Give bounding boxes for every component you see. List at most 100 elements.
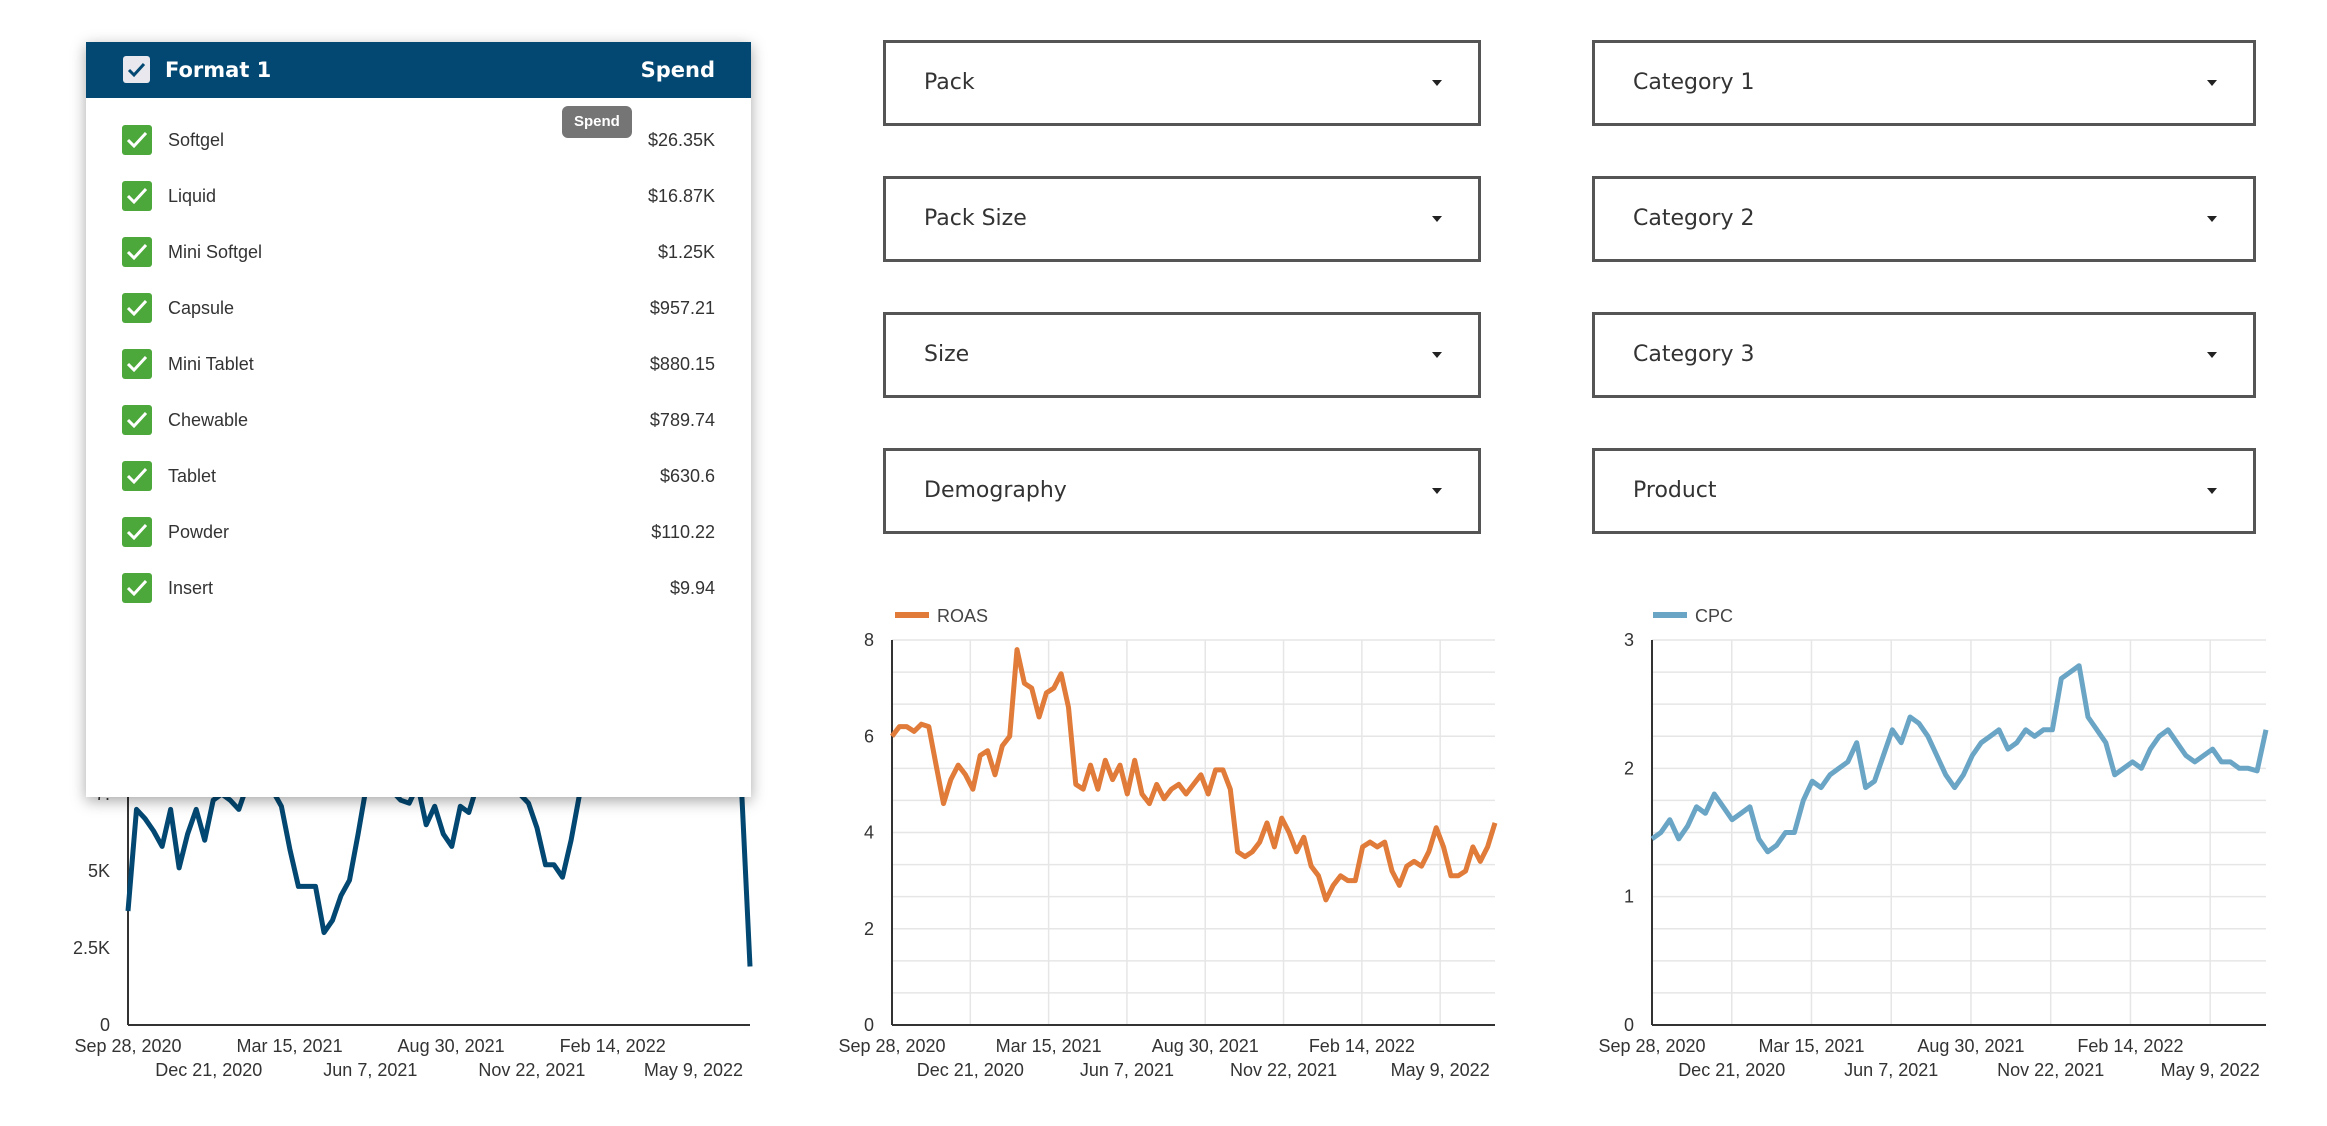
item-label: Chewable xyxy=(168,410,249,430)
product-filter-dropdown[interactable]: Product xyxy=(1592,448,2256,534)
category2-filter-label: Category 2 xyxy=(1633,206,1755,231)
x-tick-label: Mar 15, 2021 xyxy=(237,1036,343,1056)
y-tick-label: 0 xyxy=(864,1015,874,1035)
legend-label: CPC xyxy=(1695,606,1733,626)
y-tick-label: 0 xyxy=(100,1015,110,1035)
check-icon xyxy=(126,579,148,597)
item-checkbox[interactable] xyxy=(122,461,152,491)
format-item-powder[interactable]: Powder $110.22 xyxy=(86,504,751,560)
demography-filter-label: Demography xyxy=(924,478,1067,503)
y-tick-label: 2.5K xyxy=(73,938,110,958)
item-label: Mini Softgel xyxy=(168,242,263,262)
legend-label: ROAS xyxy=(937,606,988,626)
format-item-softgel[interactable]: Softgel $26.35K xyxy=(86,112,751,168)
format-filter-popup: Format 1 Spend Softgel $26.35K Liquid $1… xyxy=(86,42,751,797)
x-tick-label: Aug 30, 2021 xyxy=(398,1036,505,1056)
check-icon xyxy=(126,523,148,541)
check-icon xyxy=(126,299,148,317)
category1-filter-dropdown[interactable]: Category 1 xyxy=(1592,40,2256,126)
item-spend-value: $110.22 xyxy=(651,522,715,542)
y-tick-label: 8 xyxy=(864,630,874,650)
spend-tooltip: Spend xyxy=(562,106,632,138)
chevron-down-icon xyxy=(2207,488,2217,494)
size-filter-label: Size xyxy=(924,342,970,367)
category2-filter-dropdown[interactable]: Category 2 xyxy=(1592,176,2256,262)
pack-filter-label: Pack xyxy=(924,70,975,95)
item-label: Capsule xyxy=(168,298,235,318)
x-tick-label: Dec 21, 2020 xyxy=(155,1060,262,1080)
format-item-chewable[interactable]: Chewable $789.74 xyxy=(86,392,751,448)
category3-filter-dropdown[interactable]: Category 3 xyxy=(1592,312,2256,398)
y-tick-label: 5K xyxy=(88,861,110,881)
x-tick-label: May 9, 2022 xyxy=(1391,1060,1490,1080)
x-tick-label: Sep 28, 2020 xyxy=(74,1036,181,1056)
y-tick-label: 1 xyxy=(1624,887,1634,907)
item-label: Softgel xyxy=(168,130,225,150)
format-item-insert[interactable]: Insert $9.94 xyxy=(86,560,751,616)
format-item-mini-softgel[interactable]: Mini Softgel $1.25K xyxy=(86,224,751,280)
x-tick-label: Sep 28, 2020 xyxy=(1598,1036,1705,1056)
legend-swatch xyxy=(1653,612,1687,618)
item-checkbox[interactable] xyxy=(122,573,152,603)
x-tick-label: Jun 7, 2021 xyxy=(1080,1060,1174,1080)
pack-size-filter-dropdown[interactable]: Pack Size xyxy=(883,176,1481,262)
format-item-capsule[interactable]: Capsule $957.21 xyxy=(86,280,751,336)
y-tick-label: 4 xyxy=(864,823,874,843)
item-label: Tablet xyxy=(168,466,217,486)
x-tick-label: Feb 14, 2022 xyxy=(1309,1036,1415,1056)
select-all-checkbox[interactable] xyxy=(123,56,150,83)
x-tick-label: Jun 7, 2021 xyxy=(1844,1060,1938,1080)
series-line xyxy=(890,647,1498,903)
popup-title: Format 1 xyxy=(165,58,272,82)
check-icon xyxy=(126,131,148,149)
x-tick-label: Jun 7, 2021 xyxy=(323,1060,417,1080)
x-tick-label: Dec 21, 2020 xyxy=(1678,1060,1785,1080)
item-checkbox[interactable] xyxy=(122,125,152,155)
chevron-down-icon xyxy=(2207,216,2217,222)
check-icon xyxy=(126,187,148,205)
item-checkbox[interactable] xyxy=(122,237,152,267)
pack-filter-dropdown[interactable]: Pack xyxy=(883,40,1481,126)
check-icon xyxy=(126,243,148,261)
x-tick-label: Mar 15, 2021 xyxy=(996,1036,1102,1056)
item-spend-value: $880.15 xyxy=(649,354,715,374)
item-spend-value: $1.25K xyxy=(657,242,715,262)
x-tick-label: Sep 28, 2020 xyxy=(838,1036,945,1056)
popup-header: Format 1 Spend xyxy=(86,42,751,98)
chevron-down-icon xyxy=(1432,488,1442,494)
item-checkbox[interactable] xyxy=(122,405,152,435)
chevron-down-icon xyxy=(1432,352,1442,358)
category3-filter-label: Category 3 xyxy=(1633,342,1755,367)
size-filter-dropdown[interactable]: Size xyxy=(883,312,1481,398)
item-checkbox[interactable] xyxy=(122,517,152,547)
check-icon xyxy=(127,62,146,78)
series-line xyxy=(1650,663,2269,855)
format-item-tablet[interactable]: Tablet $630.6 xyxy=(86,448,751,504)
x-tick-label: May 9, 2022 xyxy=(2161,1060,2260,1080)
chevron-down-icon xyxy=(2207,352,2217,358)
spend-column-header[interactable]: Spend xyxy=(640,58,715,82)
check-icon xyxy=(126,355,148,373)
demography-filter-dropdown[interactable]: Demography xyxy=(883,448,1481,534)
format-item-liquid[interactable]: Liquid $16.87K xyxy=(86,168,751,224)
item-spend-value: $789.74 xyxy=(649,410,715,430)
item-checkbox[interactable] xyxy=(122,181,152,211)
y-tick-label: 6 xyxy=(864,726,874,746)
x-tick-label: Nov 22, 2021 xyxy=(478,1060,585,1080)
x-tick-label: Dec 21, 2020 xyxy=(917,1060,1024,1080)
format-item-mini-tablet[interactable]: Mini Tablet $880.15 xyxy=(86,336,751,392)
legend-swatch xyxy=(895,612,929,618)
y-tick-label: 2 xyxy=(864,919,874,939)
x-tick-label: Feb 14, 2022 xyxy=(2077,1036,2183,1056)
pack-size-filter-label: Pack Size xyxy=(924,206,1027,231)
chevron-down-icon xyxy=(2207,80,2217,86)
item-label: Powder xyxy=(168,522,230,542)
item-checkbox[interactable] xyxy=(122,349,152,379)
item-checkbox[interactable] xyxy=(122,293,152,323)
product-filter-label: Product xyxy=(1633,478,1717,503)
chevron-down-icon xyxy=(1432,216,1442,222)
x-tick-label: Nov 22, 2021 xyxy=(1997,1060,2104,1080)
y-tick-label: 3 xyxy=(1624,630,1634,650)
